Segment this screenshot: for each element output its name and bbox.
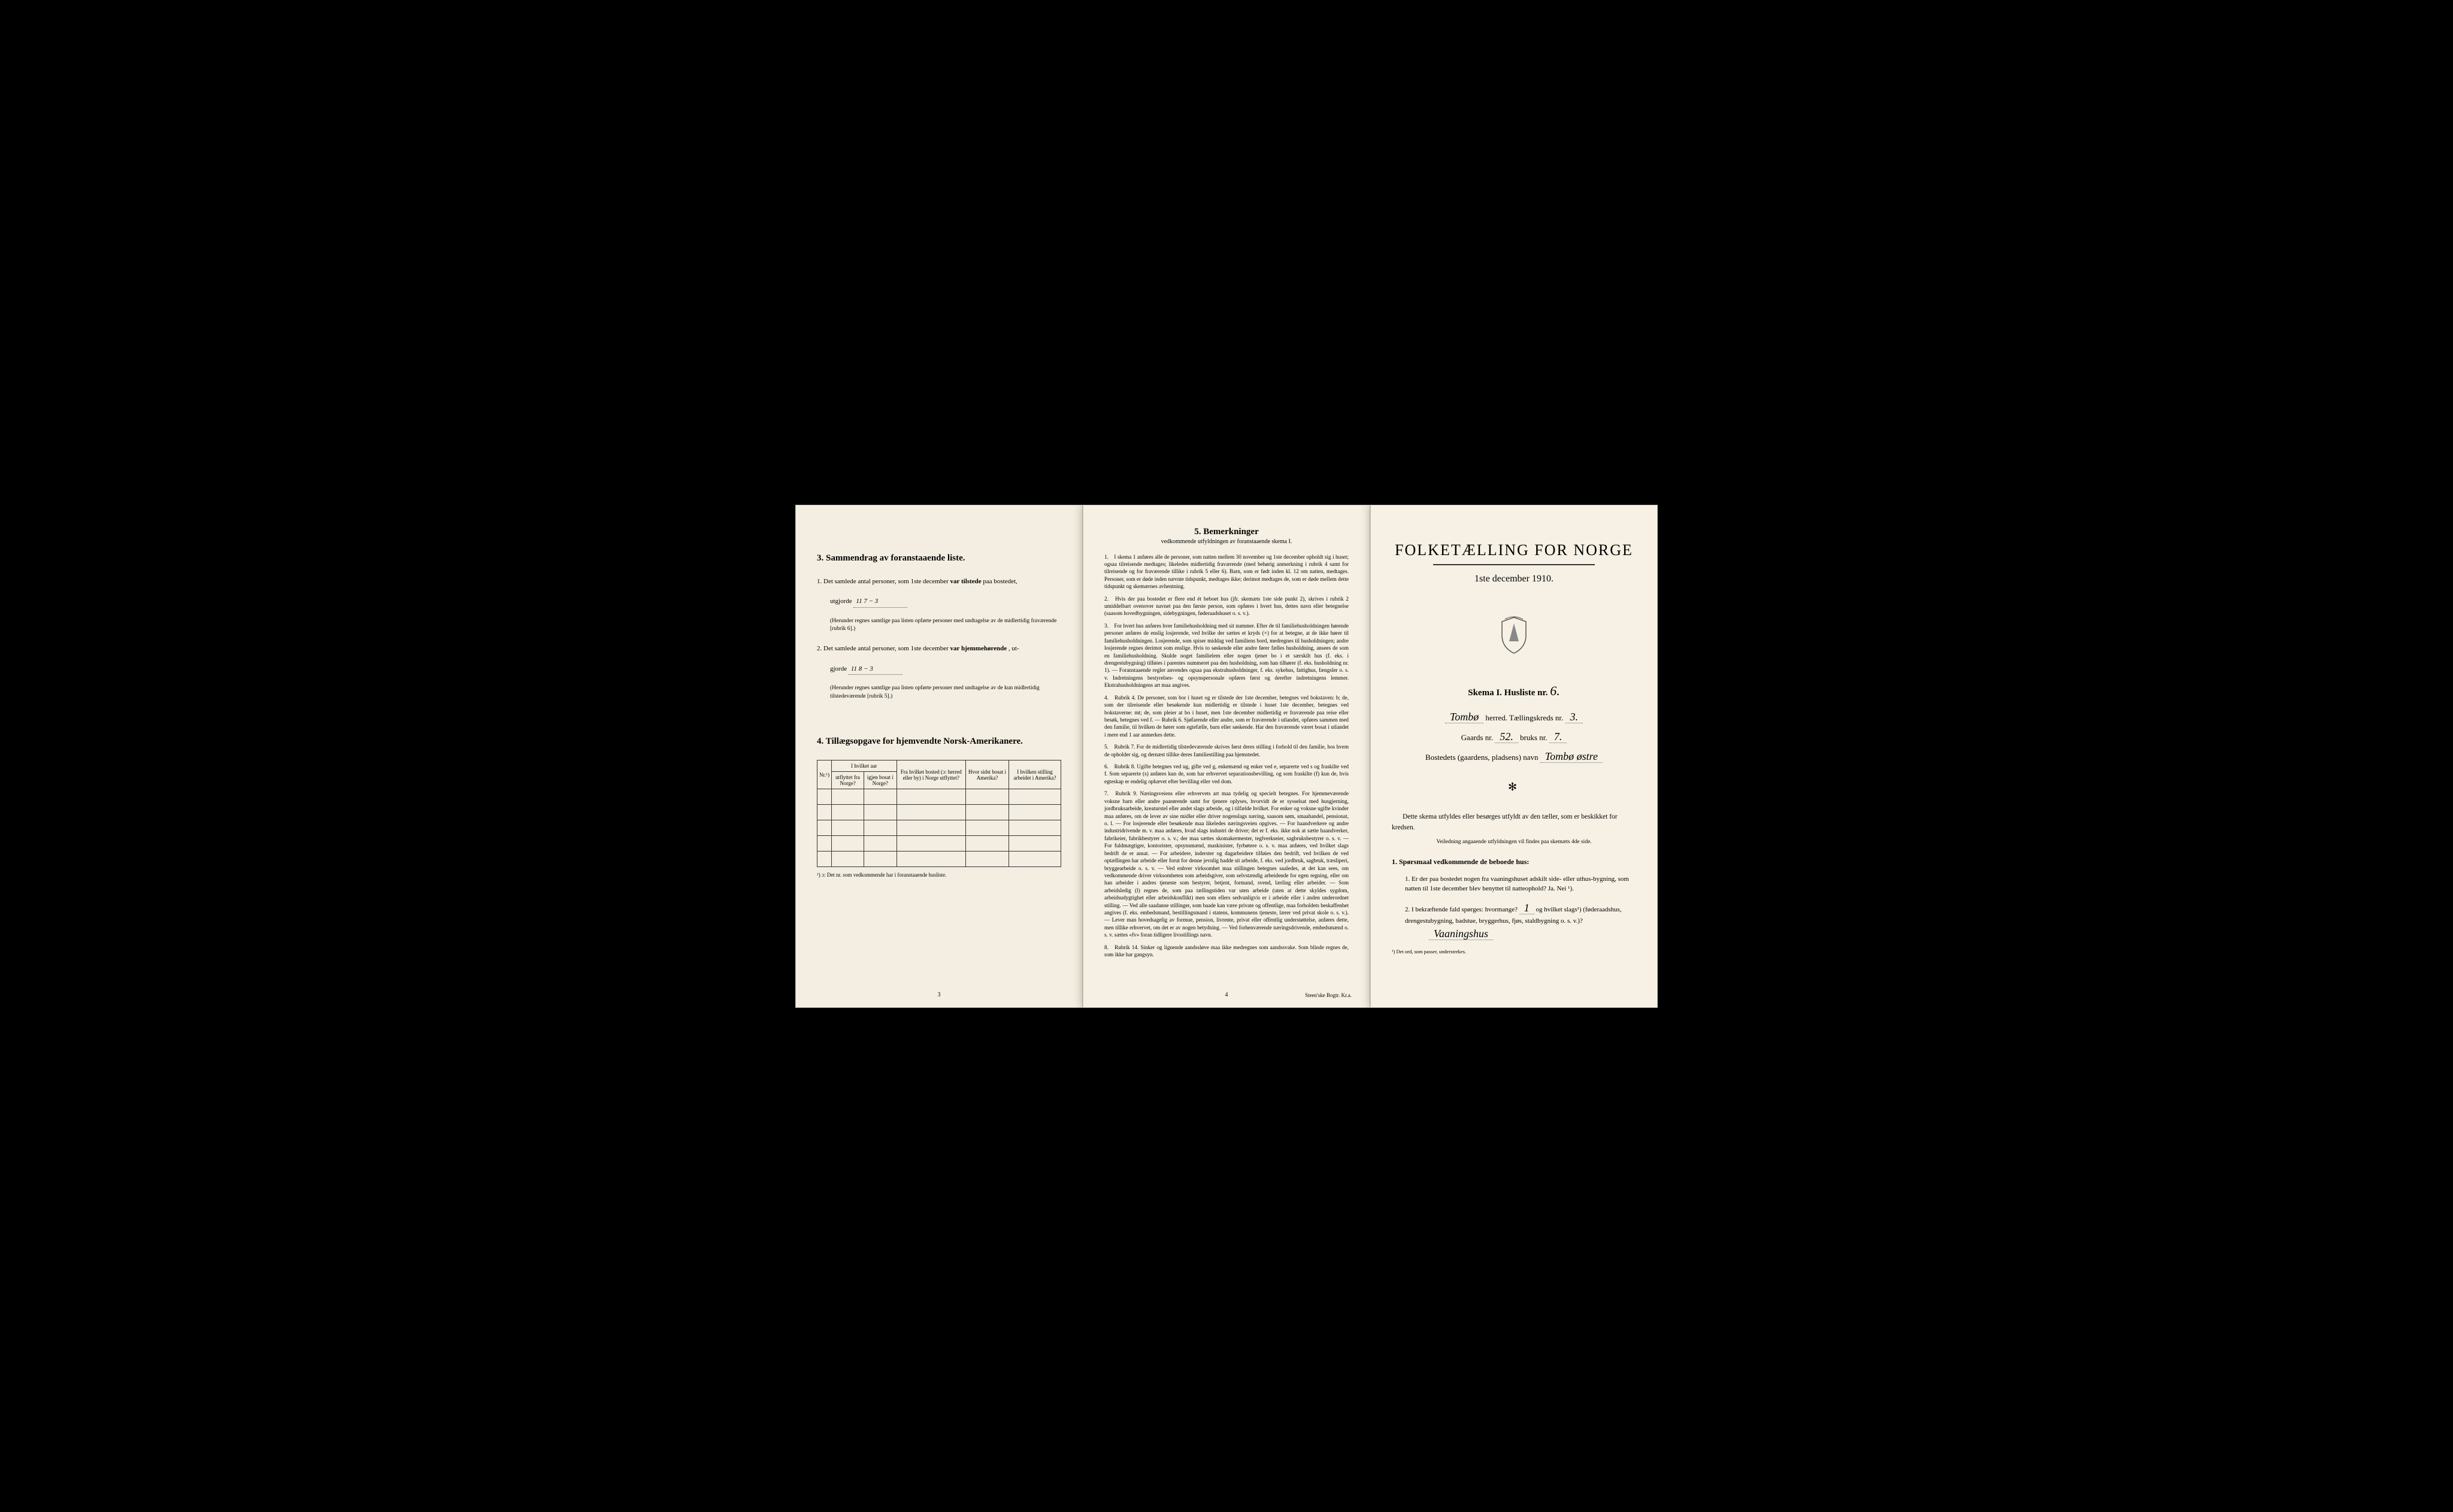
kreds-nr: 3. [1565, 711, 1583, 723]
printer-credit: Steen'ske Bogtr. Kr.a. [1305, 992, 1352, 998]
main-title: FOLKETÆLLING FOR NORGE [1392, 541, 1636, 559]
q2-text-a: 2. I bekræftende fald spørges: hvormange… [1405, 906, 1519, 913]
remark-item: 1. I skema 1 anføres alle de personer, s… [1104, 553, 1349, 590]
item2-value: 11 8 − 3 [849, 664, 903, 675]
item1-note: (Herunder regnes samtlige paa listen opf… [817, 617, 1061, 634]
table-row [817, 836, 1061, 852]
table-row [817, 852, 1061, 867]
table-body [817, 789, 1061, 867]
herred-label: herred. Tællingskreds nr. [1486, 713, 1565, 722]
gaards-label: Gaards nr. [1461, 733, 1495, 742]
skema-label: Skema I. Husliste nr. [1468, 688, 1547, 698]
herred-value: Tombø [1445, 711, 1483, 723]
herred-line: Tombø herred. Tællingskreds nr. 3. [1392, 711, 1636, 723]
page-middle: 5. Bemerkninger vedkommende utfyldningen… [1083, 505, 1370, 1008]
table-row [817, 820, 1061, 836]
remarks-list: 1. I skema 1 anføres alle de personer, s… [1104, 553, 1349, 959]
item2-note: (Herunder regnes samtlige paa listen opf… [817, 684, 1061, 701]
item2-text-b: , ut- [1009, 645, 1019, 652]
th-igjen: igjen bosat i Norge? [864, 772, 897, 789]
question-1: 1. Er der paa bostedet nogen fra vaaning… [1405, 874, 1636, 894]
census-date: 1ste december 1910. [1392, 574, 1636, 584]
item1-text-b: paa bostedet, [983, 578, 1017, 585]
bruks-label: bruks nr. [1520, 733, 1549, 742]
remark-item: 6. Rubrik 8. Ugifte betegnes ved ug, gif… [1104, 763, 1349, 785]
question-heading: 1. Spørsmaal vedkommende de beboede hus: [1392, 856, 1636, 868]
page-right: FOLKETÆLLING FOR NORGE 1ste december 191… [1370, 505, 1658, 1008]
remark-item: 5. Rubrik 7. For de midlertidig tilstede… [1104, 743, 1349, 758]
gaards-line: Gaards nr. 52. bruks nr. 7. [1392, 731, 1636, 743]
americans-table: Nr.¹) I hvilket aar Fra hvilket bosted (… [817, 760, 1061, 867]
title-rule [1433, 564, 1595, 565]
bosted-label: Bostedets (gaardens, pladsens) navn [1425, 753, 1540, 762]
bosted-value: Tombø østre [1540, 750, 1603, 763]
crest-icon [1496, 614, 1532, 656]
item1-bold: var tilstede [950, 578, 982, 585]
item2-bold: var hjemmehørende [950, 645, 1007, 652]
skema-line: Skema I. Husliste nr. 6. [1392, 683, 1636, 699]
item1-text-a: 1. Det samlede antal personer, som 1ste … [817, 578, 950, 585]
veiledning-text: Veiledning angaaende utfyldningen vil fi… [1392, 838, 1636, 847]
bruks-nr: 7. [1549, 731, 1567, 743]
footnote-3: ¹) Det ord, som passer, understrekes. [1392, 948, 1636, 956]
section-5-title: 5. Bemerkninger [1104, 527, 1349, 537]
th-hvor: Hvor sidst bosat i Amerika? [965, 760, 1009, 789]
item-1: 1. Det samlede antal personer, som 1ste … [817, 577, 1061, 587]
gjorde-2: gjorde [830, 665, 847, 672]
utgjorde-1: utgjorde [830, 598, 852, 605]
item-1-line2: utgjorde 11 7 − 3 [817, 596, 1061, 608]
remark-item: 7. Rubrik 9. Næringsveiens eller erhverv… [1104, 790, 1349, 938]
page-number-3: 3 [938, 992, 941, 998]
question-2: 2. I bekræftende fald spørges: hvormange… [1405, 900, 1636, 943]
document-container: 3. Sammendrag av foranstaaende liste. 1.… [783, 493, 1670, 1020]
q2-answer: Vaaningshus [1429, 928, 1493, 940]
item-2-line2: gjorde 11 8 − 3 [817, 664, 1061, 675]
item-2: 2. Det samlede antal personer, som 1ste … [817, 644, 1061, 655]
item1-value: 11 7 − 3 [853, 596, 907, 608]
skema-nr: 6. [1550, 683, 1560, 698]
section-5-subtitle: vedkommende utfyldningen av foranstaaend… [1104, 538, 1349, 545]
remark-item: 8. Rubrik 14. Sinker og lignende aandssl… [1104, 944, 1349, 959]
section-4-title: 4. Tillægsopgave for hjemvendte Norsk-Am… [817, 737, 1061, 747]
instructions: Dette skema utfyldes eller besørges utfy… [1392, 811, 1636, 956]
remark-item: 3. For hvert hus anføres hver familiehus… [1104, 622, 1349, 689]
th-bosted: Fra hvilket bosted (ɔ: herred eller by) … [897, 760, 965, 789]
gaards-nr: 52. [1495, 731, 1518, 743]
item2-text-a: 2. Det samlede antal personer, som 1ste … [817, 645, 950, 652]
bosted-line: Bostedets (gaardens, pladsens) navn Tomb… [1392, 750, 1636, 763]
table-row [817, 805, 1061, 820]
q2-value: 1 [1519, 902, 1534, 914]
th-utflyttet: utflyttet fra Norge? [831, 772, 864, 789]
th-aar: I hvilket aar [831, 760, 897, 772]
decorative-divider: ✻ [1392, 781, 1636, 793]
page-number-4: 4 [1225, 992, 1228, 998]
remark-item: 2. Hvis der paa bostedet er flere end ét… [1104, 595, 1349, 617]
th-nr: Nr.¹) [817, 760, 832, 789]
section-3-title: 3. Sammendrag av foranstaaende liste. [817, 553, 1061, 563]
table-row [817, 789, 1061, 805]
remark-item: 4. Rubrik 4. De personer, som bor i huse… [1104, 694, 1349, 739]
page-left: 3. Sammendrag av foranstaaende liste. 1.… [795, 505, 1083, 1008]
lead-text: Dette skema utfyldes eller besørges utfy… [1392, 811, 1636, 834]
th-stilling: I hvilken stilling arbeidet i Amerika? [1009, 760, 1061, 789]
footnote-1: ¹) ɔ: Det nr. som vedkommende har i fora… [817, 872, 1061, 878]
